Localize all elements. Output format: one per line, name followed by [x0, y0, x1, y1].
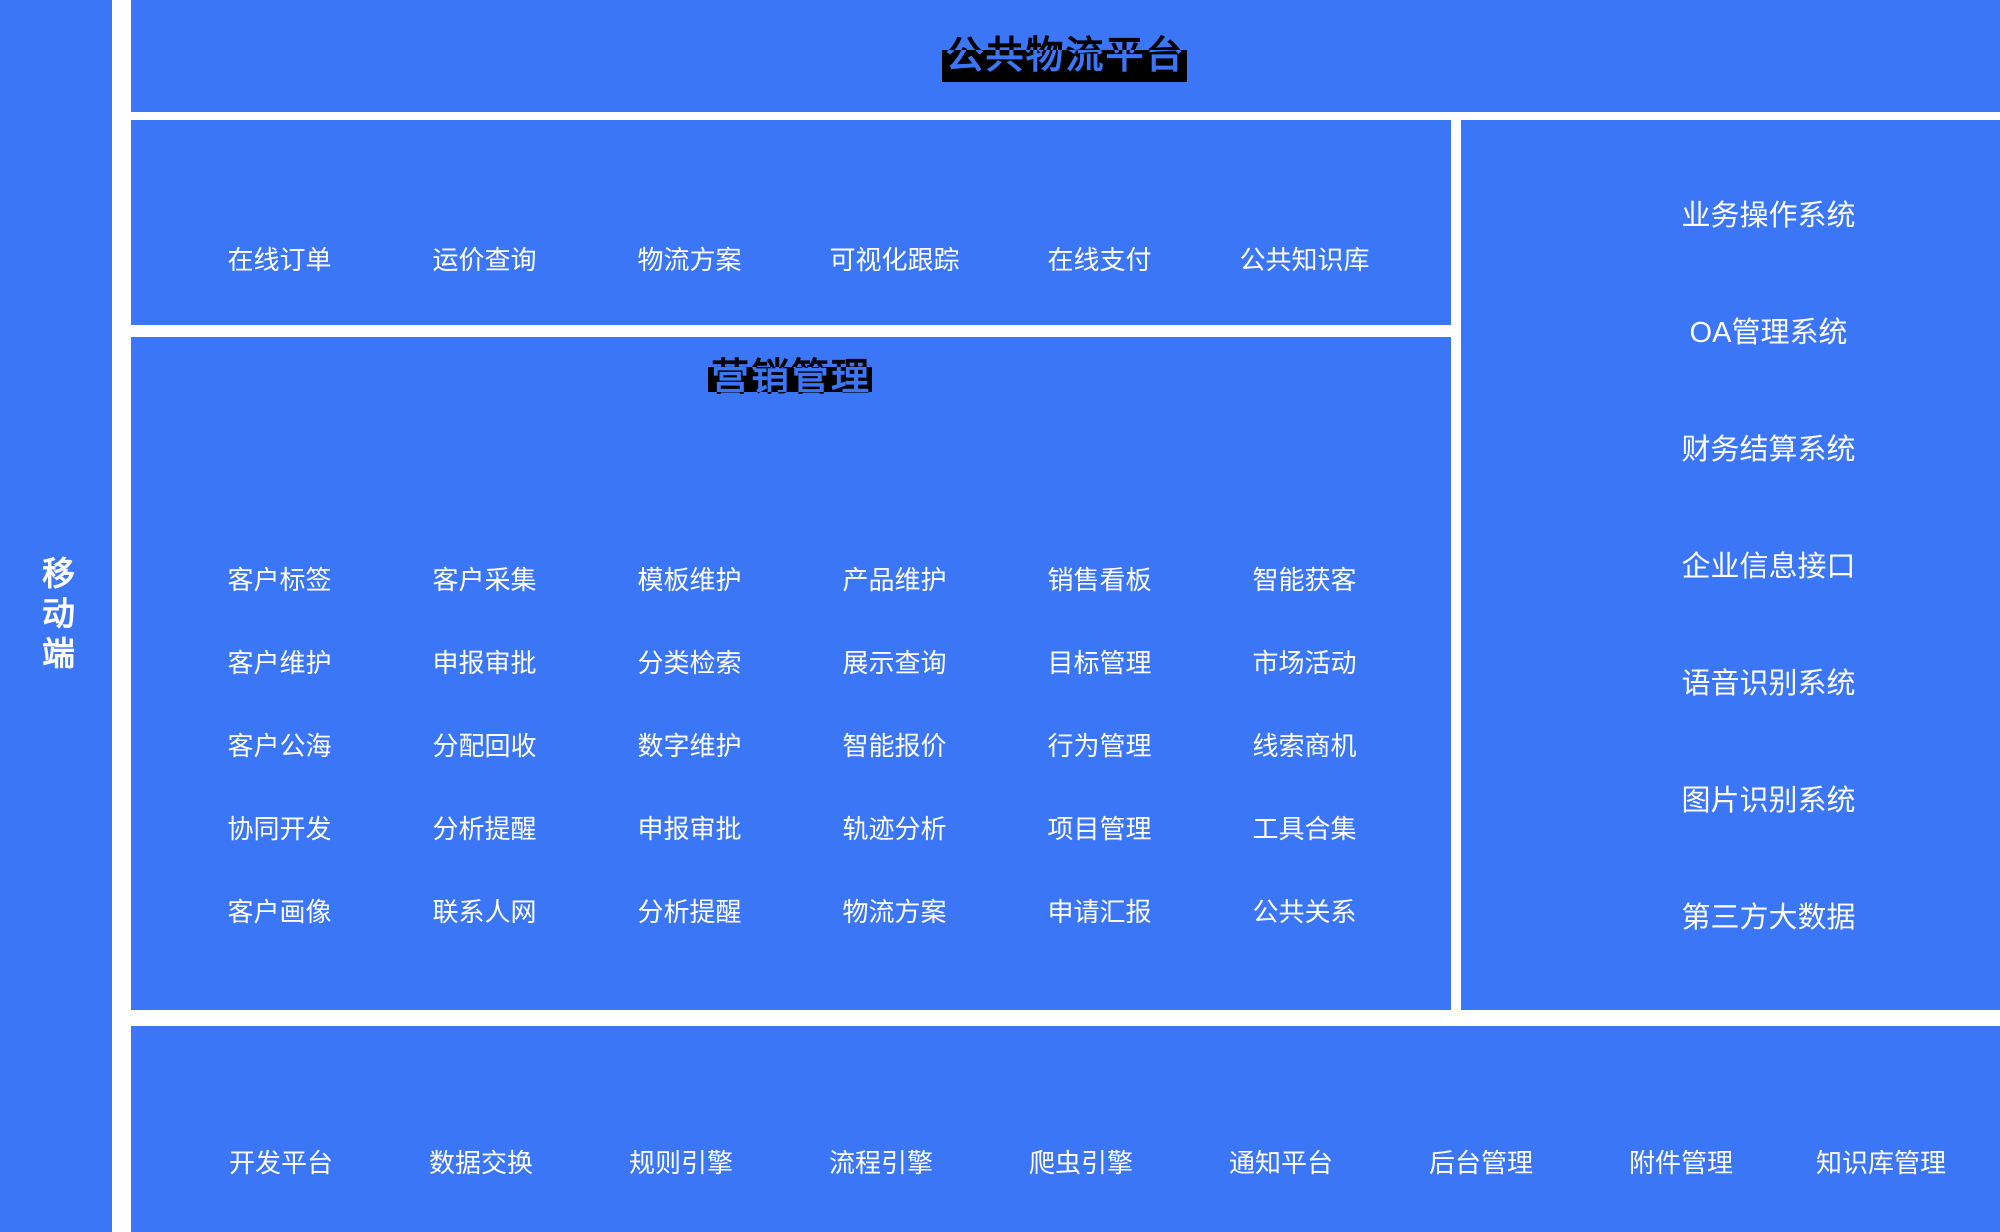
platform-item-crawler-engine[interactable]: 爬虫引擎	[1028, 1147, 1133, 1178]
systems-list: 业务操作系统 OA管理系统 财务结算系统 企业信息接口 语音识别系统 图片识别系…	[1461, 154, 2000, 973]
mobile-sidebar-panel: 移动端	[0, 0, 112, 1232]
marketing-grid: 客户标签 客户采集 模板维护 产品维护 销售看板 智能获客 客户维护 申报审批 …	[177, 537, 1407, 952]
marketing-item[interactable]: 线索商机	[1252, 731, 1357, 761]
service-item-knowledge-base[interactable]: 公共知识库	[1239, 244, 1370, 275]
service-item-online-order[interactable]: 在线订单	[227, 244, 332, 275]
marketing-item[interactable]: 销售看板	[1047, 565, 1152, 595]
platform-item-kb-management[interactable]: 知识库管理	[1815, 1147, 1946, 1178]
platform-base-panel: 开发平台 数据交换 规则引擎 流程引擎 爬虫引擎 通知平台 后台管理 附件管理 …	[131, 1026, 2000, 1232]
marketing-item[interactable]: 轨迹分析	[842, 814, 947, 844]
marketing-item[interactable]: 模板维护	[637, 565, 742, 595]
marketing-item[interactable]: 申报审批	[432, 648, 537, 678]
title-highlight-band	[942, 49, 1187, 83]
marketing-item[interactable]: 智能获客	[1252, 565, 1357, 595]
service-item-online-payment[interactable]: 在线支付	[1047, 244, 1152, 275]
marketing-item[interactable]: 分类检索	[637, 648, 742, 678]
service-item-logistics-plan[interactable]: 物流方案	[637, 244, 742, 275]
marketing-item[interactable]: 客户维护	[227, 648, 332, 678]
platform-item-rule-engine[interactable]: 规则引擎	[628, 1147, 733, 1178]
platform-title-text: 公共物流平台	[945, 35, 1186, 77]
marketing-item[interactable]: 物流方案	[842, 897, 947, 927]
marketing-item[interactable]: 申请汇报	[1047, 897, 1152, 927]
public-services-panel: 在线订单 运价查询 物流方案 可视化跟踪 在线支付 公共知识库	[131, 120, 1451, 325]
marketing-item[interactable]: 联系人网	[432, 897, 537, 927]
marketing-title: 营销管理	[707, 357, 872, 399]
marketing-item[interactable]: 客户公海	[227, 731, 332, 761]
marketing-title-wrap: 营销管理	[131, 359, 1451, 397]
marketing-item[interactable]: 智能报价	[842, 731, 947, 761]
marketing-title-text: 营销管理	[710, 357, 871, 399]
marketing-item[interactable]: 分析提醒	[637, 897, 742, 927]
platform-item-process-engine[interactable]: 流程引擎	[828, 1147, 933, 1178]
top-banner-panel: 公共物流平台	[131, 0, 2000, 112]
service-item-visual-tracking[interactable]: 可视化跟踪	[829, 244, 960, 275]
marketing-item[interactable]: 项目管理	[1047, 814, 1152, 844]
marketing-item[interactable]: 分析提醒	[432, 814, 537, 844]
system-item-image-recognition[interactable]: 图片识别系统	[1681, 784, 1856, 817]
platform-base-row: 开发平台 数据交换 规则引擎 流程引擎 爬虫引擎 通知平台 后台管理 附件管理 …	[181, 1129, 1981, 1193]
title-highlight-band	[707, 367, 872, 392]
system-item-oa[interactable]: OA管理系统	[1689, 316, 1848, 349]
marketing-item[interactable]: 客户标签	[227, 565, 332, 595]
service-item-freight-query[interactable]: 运价查询	[432, 244, 537, 275]
marketing-item[interactable]: 客户画像	[227, 897, 332, 927]
platform-item-notify-platform[interactable]: 通知平台	[1228, 1147, 1333, 1178]
marketing-item[interactable]: 目标管理	[1047, 648, 1152, 678]
external-systems-panel: 业务操作系统 OA管理系统 财务结算系统 企业信息接口 语音识别系统 图片识别系…	[1461, 120, 2000, 1010]
system-item-third-party-bigdata[interactable]: 第三方大数据	[1681, 901, 1856, 934]
marketing-item[interactable]: 工具合集	[1252, 814, 1357, 844]
public-services-row: 在线订单 运价查询 物流方案 可视化跟踪 在线支付 公共知识库	[177, 226, 1407, 290]
marketing-item[interactable]: 行为管理	[1047, 731, 1152, 761]
system-item-enterprise-api[interactable]: 企业信息接口	[1681, 550, 1856, 583]
platform-item-data-exchange[interactable]: 数据交换	[428, 1147, 533, 1178]
marketing-item[interactable]: 产品维护	[842, 565, 947, 595]
marketing-item[interactable]: 市场活动	[1252, 648, 1357, 678]
marketing-item[interactable]: 申报审批	[637, 814, 742, 844]
marketing-item[interactable]: 客户采集	[432, 565, 537, 595]
system-item-finance[interactable]: 财务结算系统	[1681, 433, 1856, 466]
mobile-sidebar-label: 移动端	[37, 556, 75, 676]
platform-title: 公共物流平台	[942, 35, 1187, 83]
platform-item-admin[interactable]: 后台管理	[1428, 1147, 1533, 1178]
system-item-business-ops[interactable]: 业务操作系统	[1681, 199, 1856, 232]
platform-item-dev-platform[interactable]: 开发平台	[228, 1147, 333, 1178]
marketing-item[interactable]: 协同开发	[227, 814, 332, 844]
system-item-speech-recognition[interactable]: 语音识别系统	[1681, 667, 1856, 700]
marketing-item[interactable]: 展示查询	[842, 648, 947, 678]
marketing-panel: 营销管理 客户标签 客户采集 模板维护 产品维护 销售看板 智能获客 客户维护 …	[131, 337, 1451, 1010]
marketing-item[interactable]: 数字维护	[637, 731, 742, 761]
marketing-item[interactable]: 公共关系	[1252, 897, 1357, 927]
marketing-item[interactable]: 分配回收	[432, 731, 537, 761]
platform-item-attachment[interactable]: 附件管理	[1628, 1147, 1733, 1178]
